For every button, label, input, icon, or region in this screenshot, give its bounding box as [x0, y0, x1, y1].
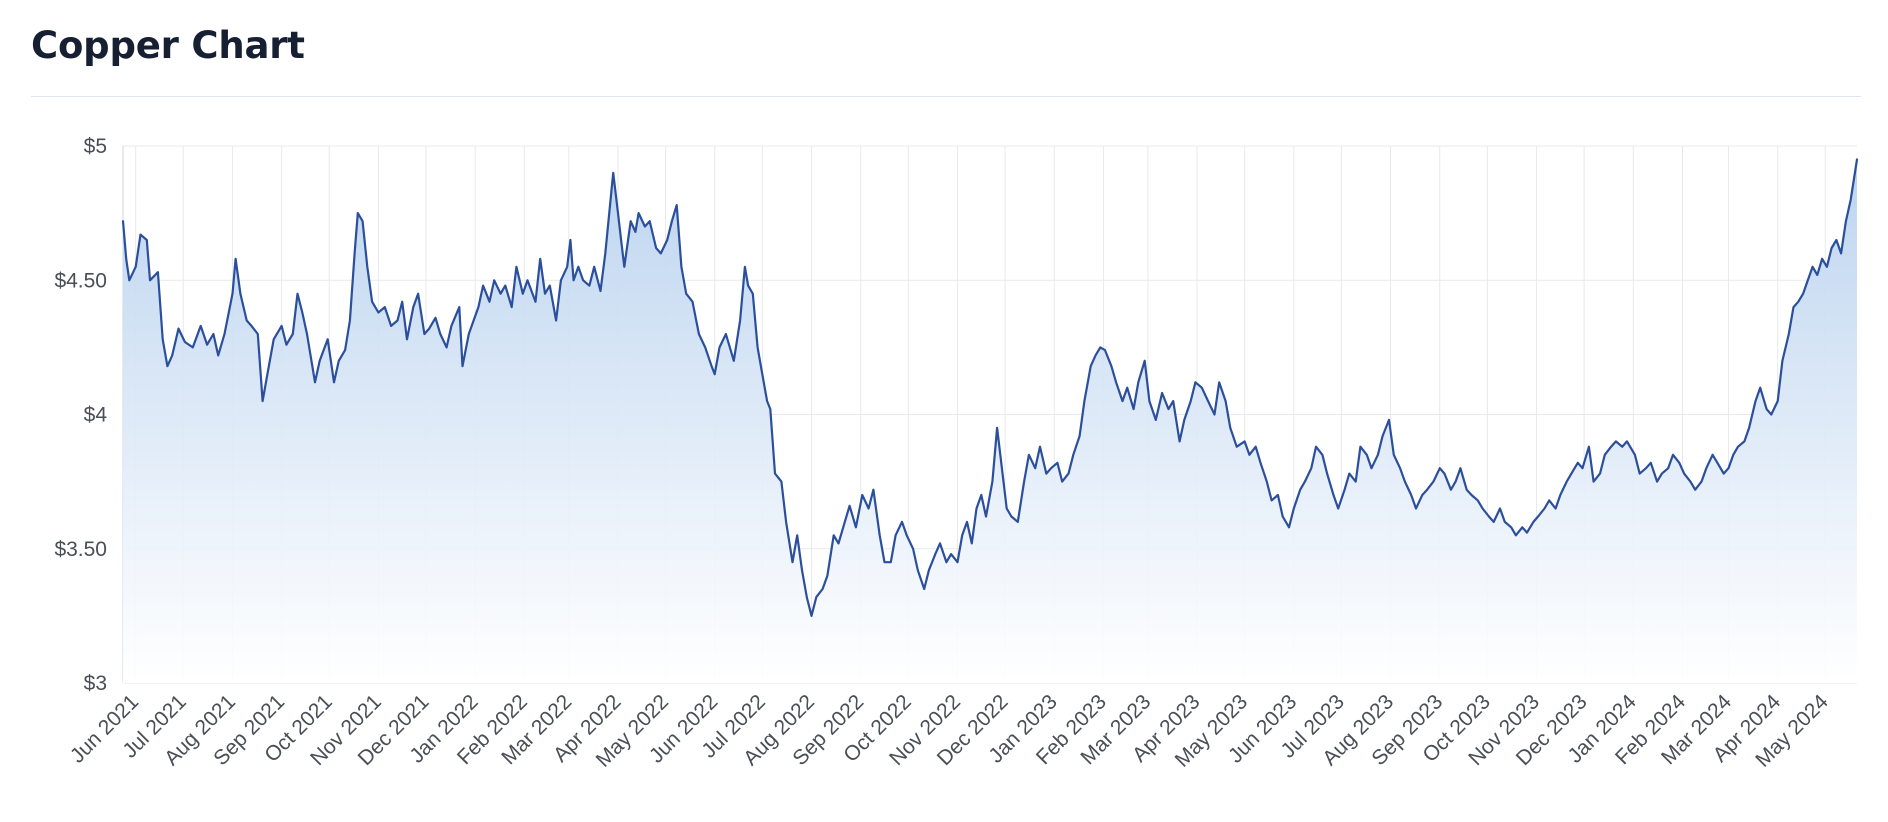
price-area: [123, 159, 1857, 683]
chart-title: Copper Chart: [31, 24, 305, 67]
y-tick-label: $5: [84, 135, 107, 158]
y-axis: $5 $4.50 $4 $3.50 $3: [54, 135, 107, 695]
price-series-line: [121, 158, 1859, 617]
y-tick-label: $4: [84, 404, 108, 427]
y-tick-label: $3: [84, 672, 107, 695]
price-area-fill: [123, 159, 1857, 683]
y-tick-label: $3.50: [54, 538, 107, 561]
y-tick-label: $4.50: [54, 269, 107, 292]
price-line: [121, 158, 1859, 617]
title-divider: [31, 96, 1861, 97]
